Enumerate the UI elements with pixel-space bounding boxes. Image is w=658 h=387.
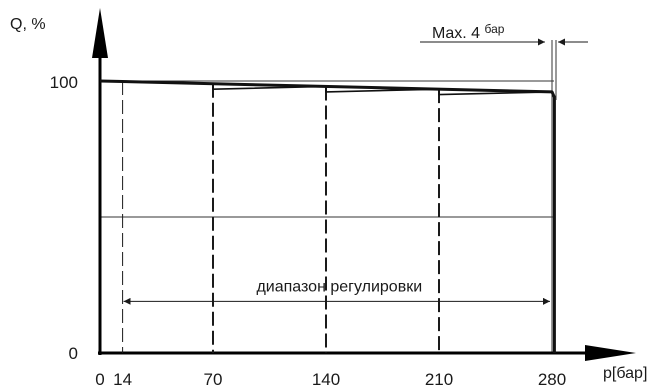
axes (92, 8, 636, 361)
y-tick-0: 0 (69, 344, 78, 363)
y-axis-label: Q, % (10, 16, 46, 33)
max-label: Max. 4 бар (432, 22, 505, 42)
range-label: диапазон регулировки (256, 278, 422, 295)
curves (99, 79, 556, 353)
x-tick-labels: 0 14 70 140 210 280 (95, 370, 566, 387)
x-axis-label: p[бар] (603, 365, 647, 382)
series-line-2 (99, 80, 553, 96)
x-tick-140: 140 (312, 370, 340, 387)
annotations: диапазон регулировки Max. 4 бар (123, 22, 588, 305)
y-tick-100: 100 (50, 73, 78, 92)
x-tick-210: 210 (425, 370, 453, 387)
y-tick-labels: 0 100 (50, 73, 78, 363)
y-axis-arrow (92, 8, 108, 58)
x-tick-70: 70 (204, 370, 223, 387)
x-tick-14: 14 (113, 370, 132, 387)
x-tick-0: 0 (95, 370, 104, 387)
x-axis-arrow (585, 345, 636, 361)
max-unit: бар (484, 22, 504, 36)
cutoff-dashes (122, 81, 440, 353)
x-tick-280: 280 (538, 370, 566, 387)
